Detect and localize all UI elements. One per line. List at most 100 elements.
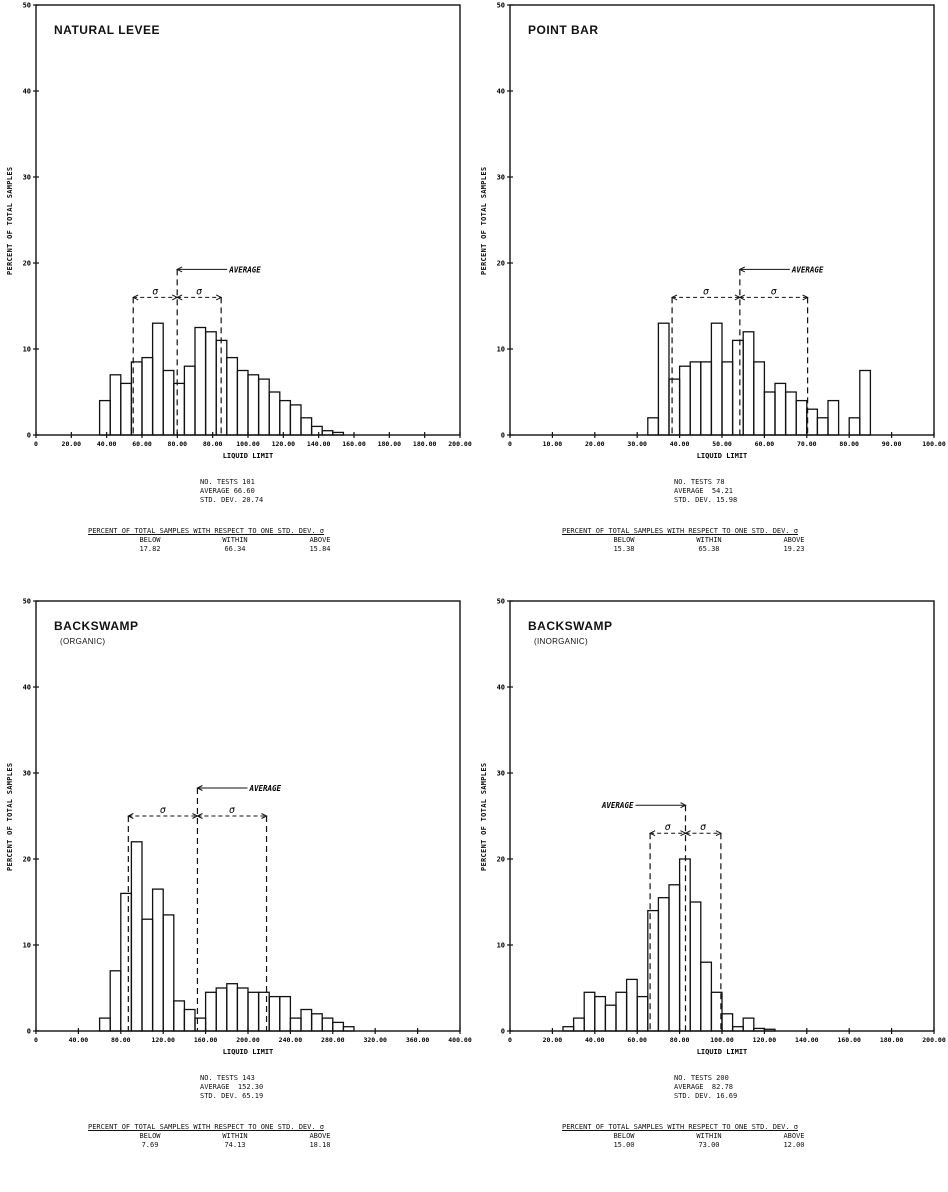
histogram-bar (98, 399, 111, 436)
x-axis-label: LIQUID LIMIT (697, 452, 748, 460)
percent-value: 73.00 (698, 1141, 720, 1149)
stats-block: NO. TESTS 78 AVERAGE 54.21 STD. DEV. 15.98 (674, 478, 737, 505)
stats-block: NO. TESTS 101 AVERAGE 66.60 STD. DEV. 20.7… (200, 478, 263, 505)
x-tick-label: 200.00 (236, 1036, 260, 1044)
x-tick-label: 60.00 (132, 440, 152, 448)
histogram-bar (321, 1017, 334, 1032)
histogram-bar (742, 1017, 755, 1032)
chart-title: POINT BAR (528, 23, 599, 37)
y-tick-label: 10 (23, 346, 31, 354)
x-tick-label: 20.00 (543, 1036, 563, 1044)
histogram-bar (816, 417, 829, 436)
average-label: AVERAGE (248, 784, 281, 793)
histogram-bar (742, 331, 755, 436)
histogram-bar (141, 356, 154, 436)
arrow-head (132, 294, 139, 301)
chart-subtitle: (ORGANIC) (60, 637, 106, 646)
y-tick-label: 30 (23, 770, 31, 778)
histogram-bar (700, 361, 713, 436)
percent-value: 7.69 (141, 1141, 159, 1149)
x-tick-label: 10.00 (543, 440, 563, 448)
percent-column: ABOVE 18.18 (285, 1132, 355, 1150)
percent-value: 66.34 (224, 545, 246, 553)
histogram-bar (268, 995, 281, 1032)
chart-point-bar: 0 10 20 30 40 50 0 10.00 20.00 30.00 40.00 50.00 60.… (474, 0, 948, 596)
histogram-bar (109, 970, 122, 1032)
y-tick-label: 0 (27, 432, 31, 440)
y-tick-label: 10 (497, 346, 505, 354)
chart-backswamp-organic: 0 10 20 30 40 50 0 40.00 80.00 120.00 160.00 200.00… (0, 596, 474, 1192)
x-tick-label: 40.00 (585, 1036, 605, 1044)
histogram-bar (731, 1026, 744, 1032)
histogram-bar (678, 365, 691, 436)
x-tick-label: 160.00 (837, 1036, 861, 1044)
percent-title: PERCENT OF TOTAL SAMPLES WITH RESPECT TO… (88, 527, 325, 535)
x-tick-label: 100.00 (922, 440, 946, 448)
percent-value: 18.18 (309, 1141, 331, 1149)
percent-header: BELOW (613, 536, 635, 544)
y-tick-label: 40 (497, 88, 505, 96)
x-tick-label: 80.00 (670, 1036, 690, 1044)
x-tick-label: 40.00 (670, 440, 690, 448)
stats-line: AVERAGE 66.60 (200, 487, 255, 495)
sigma-label: σ (700, 822, 706, 833)
x-tick-label: 40.00 (97, 440, 117, 448)
x-tick-label: 80.00 (111, 1036, 131, 1044)
histogram-bar (120, 892, 133, 1032)
histogram-bar (173, 382, 186, 436)
x-tick-label: 160.00 (194, 1036, 218, 1044)
x-axis-label: LIQUID LIMIT (223, 1048, 274, 1056)
arrow-head (648, 830, 656, 837)
histogram-bar (668, 884, 681, 1032)
histogram-bar (657, 322, 670, 436)
histogram-bar (848, 417, 861, 436)
percent-column: ABOVE 19.23 (759, 536, 829, 554)
arrow-head (738, 294, 746, 301)
x-tick-label: 400.00 (448, 1036, 472, 1044)
percent-header: WITHIN (696, 1132, 722, 1140)
arrow-head (196, 785, 203, 791)
percent-value: 15.38 (613, 545, 635, 553)
y-tick-label: 50 (497, 598, 505, 606)
percent-column: WITHIN 74.13 (200, 1132, 270, 1150)
arrow-head (738, 266, 746, 273)
histogram-bar (300, 417, 313, 436)
x-tick-label: 180.00 (413, 440, 437, 448)
histogram-bar (332, 1021, 345, 1032)
x-tick-label: 240.00 (279, 1036, 303, 1044)
x-tick-label: 0 (34, 440, 38, 448)
histogram-bar (226, 356, 239, 436)
chart-svg: 0 10 20 30 40 50 0 20.00 40.00 60.00 80.00 80.00 100… (23, 2, 472, 461)
histogram-bar (753, 1027, 766, 1032)
histogram-bar (279, 399, 292, 436)
histogram-bar (310, 1013, 323, 1032)
chart-title: NATURAL LEVEE (54, 23, 161, 37)
stats-line: AVERAGE 152.30 (200, 1083, 264, 1091)
sigma-label: σ (229, 805, 235, 816)
percent-value: 17.82 (139, 545, 161, 553)
histogram-bar (753, 361, 766, 436)
percent-header: BELOW (613, 1132, 635, 1140)
y-tick-label: 10 (497, 942, 505, 950)
sigma-label: σ (665, 822, 671, 833)
y-tick-label: 50 (497, 2, 505, 10)
histogram-bar (151, 888, 164, 1032)
x-tick-label: 140.00 (795, 1036, 819, 1044)
sigma-label: σ (152, 286, 158, 297)
histogram-bar (257, 991, 270, 1032)
percent-column: WITHIN 66.34 (200, 536, 270, 554)
x-tick-label: 80.00 (203, 440, 223, 448)
x-tick-label: 80.00 (839, 440, 859, 448)
x-tick-label: 120.00 (753, 1036, 777, 1044)
histogram-bar (763, 1028, 776, 1032)
y-axis-label: PERCENT OF TOTAL SAMPLES (480, 166, 488, 275)
chart-title: BACKSWAMP (54, 619, 139, 633)
percent-value: 15.84 (309, 545, 331, 553)
histogram-bar (342, 1026, 355, 1032)
histogram-bar (689, 361, 702, 436)
histogram-bar (657, 897, 670, 1032)
histogram-bar (721, 361, 734, 436)
x-tick-label: 50.00 (712, 440, 732, 448)
stats-line: NO. TESTS 143 (200, 1074, 255, 1082)
x-tick-label: 20.00 (585, 440, 605, 448)
